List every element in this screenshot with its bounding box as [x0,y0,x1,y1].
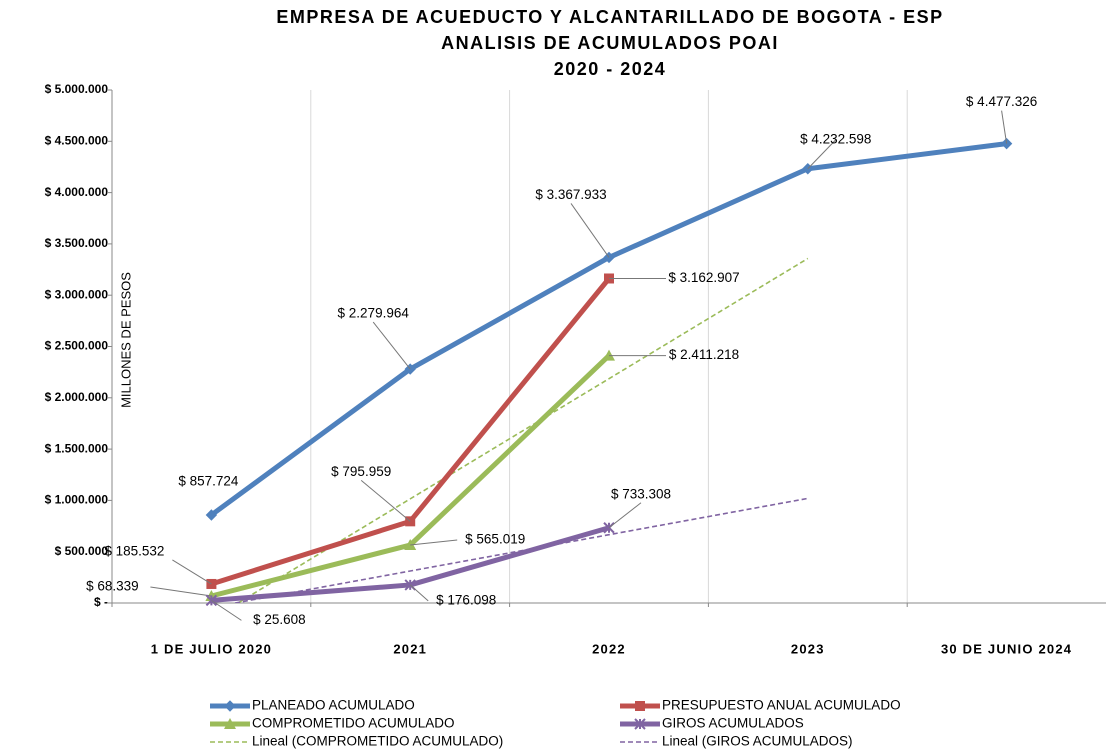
data-label: $ 68.339 [86,579,139,594]
y-tick-label: $ 1.000.000 [45,493,109,507]
legend-label: GIROS ACUMULADOS [662,716,804,731]
series-line [209,141,1007,518]
chart-title: EMPRESA DE ACUEDUCTO Y ALCANTARILLADO DE… [276,7,943,27]
x-tick-label: 1 DE JULIO 2020 [151,641,272,656]
legend-label: PLANEADO ACUMULADO [252,698,415,713]
data-label: $ 733.308 [611,486,671,501]
trend-line [230,497,808,603]
data-label: $ 25.608 [253,612,306,627]
x-tick-label: 30 DE JUNIO 2024 [941,641,1072,656]
data-label: $ 4.477.326 [966,94,1037,109]
marker [205,509,218,521]
marker [603,522,615,534]
series-line [210,353,611,599]
chart-title: 2020 - 2024 [554,59,667,79]
y-axis-label: MILLONES DE PESOS [118,272,133,408]
data-label: $ 2.411.218 [669,347,739,362]
trend-group [230,257,809,603]
data-label: $ 565.019 [465,532,525,547]
marker [634,718,646,730]
y-tick-label: $ 500.000 [55,544,109,558]
leader-line [1001,110,1008,144]
leader-line [410,539,458,546]
data-label: $ 3.367.933 [535,187,606,202]
data-label: $ 185.532 [104,544,164,559]
legend-label: PRESUPUESTO ANUAL ACUMULADO [662,698,901,713]
y-tick-label: $ 3.500.000 [45,236,109,250]
x-tick-label: 2023 [791,641,825,656]
y-tick-label: $ 3.000.000 [45,287,109,301]
leader-line [211,599,242,621]
marker [224,700,236,712]
leader-line [150,586,212,597]
leader-line [570,203,610,258]
series-line [210,276,611,587]
legend-label: COMPROMETIDO ACUMULADO [252,716,455,731]
data-label: $ 2.279.964 [338,306,410,321]
y-tick-label: $ 1.500.000 [45,441,109,455]
marker [224,718,236,729]
y-tick-label: $ 2.500.000 [45,339,109,353]
y-tick-label: $ 2.000.000 [45,390,109,404]
y-tick-label: $ - [94,595,108,609]
x-tick-label: 2022 [592,641,626,656]
legend-label: Lineal (COMPROMETIDO ACUMULADO) [252,734,503,749]
data-label: $ 176.098 [436,592,496,607]
chart-title: ANALISIS DE ACUMULADOS POAI [441,33,779,53]
x-tick-label: 2021 [393,641,427,656]
y-tick-label: $ 4.000.000 [45,185,109,199]
data-label: $ 795.959 [331,464,391,479]
data-label: $ 857.724 [178,474,239,489]
leader-line [807,139,837,170]
leader-line [172,559,212,585]
y-tick-label: $ 4.500.000 [45,133,109,147]
leader-line [372,321,411,370]
legend-label: Lineal (GIROS ACUMULADOS) [662,734,853,749]
trend-line [236,257,809,603]
data-label: $ 4.232.598 [800,131,871,146]
leader-line [608,502,642,529]
marker [635,701,645,711]
leader-line [360,479,411,522]
leader-line [409,584,429,602]
y-tick-label: $ 5.000.000 [45,82,109,96]
data-label: $ 3.162.907 [668,270,739,285]
